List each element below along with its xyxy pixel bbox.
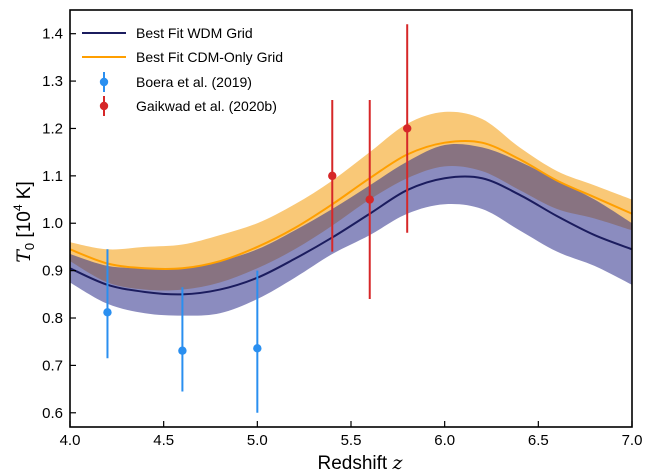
legend-marker-boera [99, 77, 109, 87]
y-axis-label-sub: 0 [22, 243, 37, 250]
x-tick-label-0: 4.0 [60, 432, 81, 449]
data-point-1-1 [365, 195, 374, 204]
band-1 [70, 143, 632, 316]
confidence-bands [70, 111, 632, 316]
axis-ticks: 4.0 4.5 5.0 5.5 6.0 6.5 7.0 0.6 0.7 0.8 0.9 1.0 1.1 1… [42, 26, 642, 449]
y-axis-label-var: T [13, 249, 35, 263]
x-tick-label-6: 7.0 [622, 432, 643, 449]
x-axis-label-text: Redshift [318, 453, 388, 473]
y-axis-label-unit-post: K] [14, 181, 35, 204]
data-point-1-2 [403, 124, 412, 133]
x-tick-label-2: 5.0 [247, 432, 268, 449]
legend-label-wdm: Best Fit WDM Grid [136, 25, 253, 41]
legend-label-gaikwad: Gaikwad et al. (2020b) [136, 98, 277, 114]
y-axis-label-unit-pre: [10 [14, 211, 35, 237]
data-points [103, 24, 412, 413]
series-line-1 [69, 139, 633, 270]
y-axis-label-unit-sup: 4 [11, 204, 25, 211]
y-tick-label-4: 1.0 [42, 215, 63, 232]
data-point-0-0 [103, 308, 112, 317]
x-tick-label-5: 6.5 [528, 432, 549, 449]
x-tick-label-3: 5.5 [341, 432, 362, 449]
data-point-0-2 [253, 344, 262, 353]
x-axis-label: Redshift z [318, 452, 404, 473]
legend-label-cdm: Best Fit CDM-Only Grid [136, 49, 283, 65]
y-tick-label-2: 0.8 [42, 310, 63, 327]
y-tick-label-7: 1.3 [42, 73, 63, 90]
x-tick-label-4: 6.0 [434, 432, 455, 449]
fit-lines [69, 139, 633, 296]
y-axis-label: T0 [104 K] [11, 181, 37, 263]
legend: Best Fit WDM Grid Best Fit CDM-Only Grid… [82, 25, 283, 116]
legend-marker-gaikwad [99, 101, 109, 111]
x-axis-label-var: z [391, 452, 403, 473]
y-tick-label-6: 1.2 [42, 120, 63, 137]
series-line-0 [69, 175, 633, 296]
y-tick-label-1: 0.7 [42, 357, 63, 374]
data-point-1-0 [328, 171, 337, 181]
legend-label-boera: Boera et al. (2019) [136, 74, 252, 90]
y-tick-label-8: 1.4 [42, 26, 63, 43]
y-tick-label-5: 1.1 [42, 168, 63, 185]
y-tick-label-3: 0.9 [42, 263, 63, 280]
y-tick-label-0: 0.6 [42, 405, 63, 422]
data-point-0-1 [178, 346, 187, 355]
x-tick-label-1: 4.5 [153, 432, 174, 449]
